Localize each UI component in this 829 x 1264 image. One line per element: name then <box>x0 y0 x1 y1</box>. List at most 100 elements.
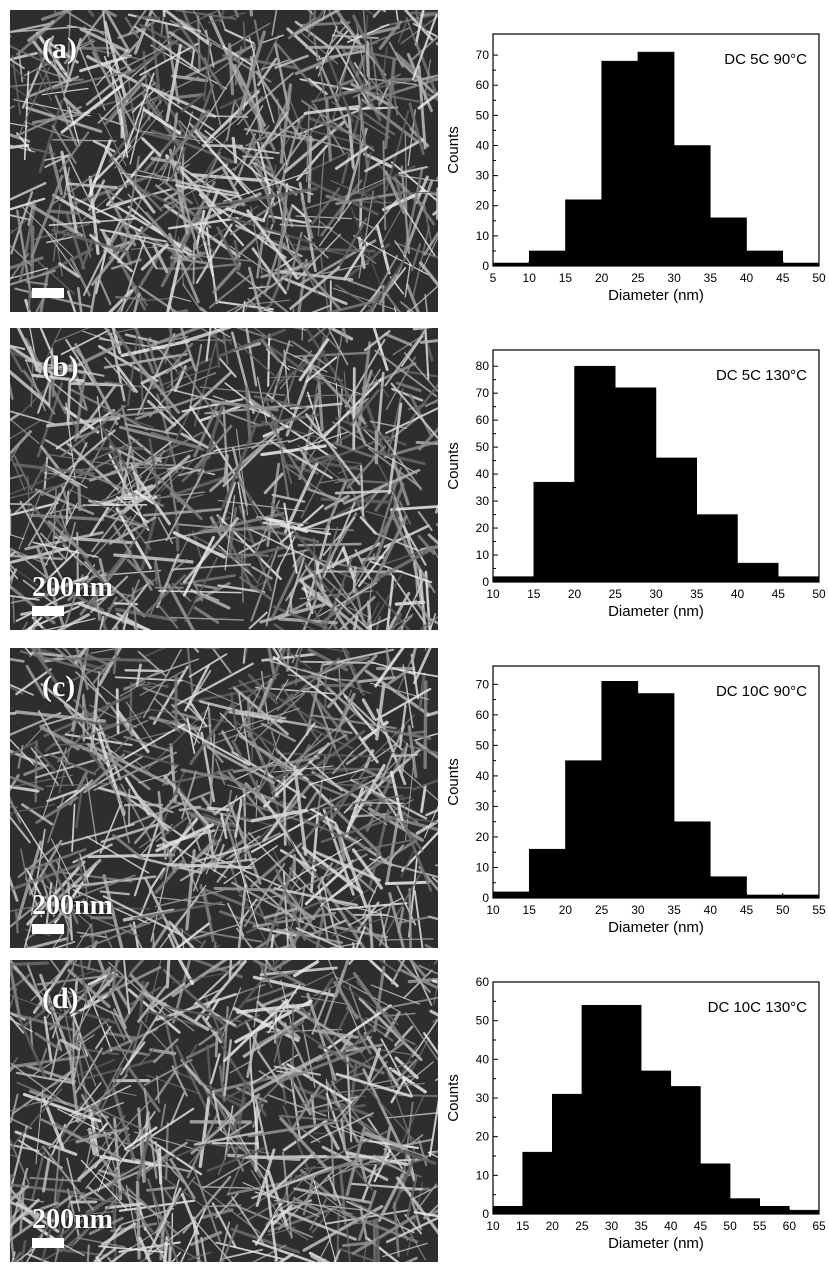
x-tick-label: 10 <box>523 271 537 285</box>
y-tick-label: 40 <box>476 138 490 152</box>
x-axis-label: Diameter (nm) <box>608 603 704 620</box>
y-tick-label: 60 <box>476 78 490 92</box>
x-tick-label: 15 <box>527 587 541 601</box>
scale-bar-c <box>32 924 64 934</box>
histogram-bar <box>641 1071 671 1214</box>
scale-bar-a <box>32 288 64 298</box>
y-tick-label: 70 <box>476 386 490 400</box>
x-tick-label: 15 <box>559 271 573 285</box>
y-tick-label: 10 <box>476 229 490 243</box>
histogram-bar <box>638 693 674 898</box>
chart-annotation: DC 5C 90°C <box>724 51 807 68</box>
histogram-bar <box>575 366 616 582</box>
x-tick-label: 20 <box>568 587 582 601</box>
chart-annotation: DC 10C 90°C <box>716 683 807 700</box>
sem-image-a: (a) <box>10 10 438 312</box>
y-tick-label: 10 <box>476 1168 490 1182</box>
histogram-bar <box>700 1164 730 1214</box>
x-tick-label: 10 <box>486 1219 500 1233</box>
y-tick-label: 10 <box>476 548 490 562</box>
y-tick-label: 0 <box>482 259 489 273</box>
x-tick-label: 45 <box>772 587 786 601</box>
histogram-bar <box>602 61 638 266</box>
x-tick-label: 15 <box>523 903 537 917</box>
y-tick-label: 50 <box>476 1014 490 1028</box>
panel-label-c: (c) <box>42 670 75 704</box>
scale-text-b: 200nm <box>32 572 113 604</box>
x-tick-label: 35 <box>704 271 718 285</box>
x-tick-label: 20 <box>559 903 573 917</box>
x-tick-label: 55 <box>812 903 826 917</box>
histogram-bar <box>671 1086 701 1214</box>
x-tick-label: 35 <box>635 1219 649 1233</box>
y-axis-label: Counts <box>445 442 462 490</box>
y-tick-label: 0 <box>482 1207 489 1221</box>
histogram-bar <box>523 1152 553 1214</box>
x-tick-label: 55 <box>753 1219 767 1233</box>
y-tick-label: 50 <box>476 738 490 752</box>
x-axis-label: Diameter (nm) <box>608 287 704 304</box>
y-tick-label: 70 <box>476 48 490 62</box>
x-tick-label: 45 <box>694 1219 708 1233</box>
chart-annotation: DC 10C 130°C <box>708 999 808 1016</box>
y-tick-label: 40 <box>476 467 490 481</box>
histogram-bar <box>565 200 601 266</box>
y-axis-label: Counts <box>445 126 462 174</box>
y-axis-label: Counts <box>445 758 462 806</box>
x-tick-label: 30 <box>605 1219 619 1233</box>
x-tick-label: 15 <box>516 1219 530 1233</box>
y-tick-label: 10 <box>476 860 490 874</box>
x-tick-label: 20 <box>595 271 609 285</box>
panel-label-b: (b) <box>42 350 79 384</box>
x-tick-label: 20 <box>546 1219 560 1233</box>
x-tick-label: 10 <box>486 587 500 601</box>
y-tick-label: 30 <box>476 494 490 508</box>
y-tick-label: 50 <box>476 440 490 454</box>
y-tick-label: 40 <box>476 1052 490 1066</box>
x-axis-label: Diameter (nm) <box>608 919 704 936</box>
histogram-bar <box>615 388 656 582</box>
panel-label-a: (a) <box>42 32 77 66</box>
x-tick-label: 25 <box>575 1219 589 1233</box>
histogram-bar <box>656 458 697 582</box>
sem-image-d: (d) 200nm <box>10 960 438 1262</box>
histogram-bar <box>697 515 738 582</box>
histogram-bar <box>638 52 674 266</box>
y-tick-label: 70 <box>476 677 490 691</box>
sem-image-c: (c) 200nm <box>10 648 438 948</box>
x-tick-label: 35 <box>690 587 704 601</box>
x-tick-label: 25 <box>631 271 645 285</box>
x-tick-label: 40 <box>664 1219 678 1233</box>
x-tick-label: 50 <box>723 1219 737 1233</box>
x-tick-label: 45 <box>740 903 754 917</box>
y-tick-label: 50 <box>476 108 490 122</box>
y-tick-label: 80 <box>476 359 490 373</box>
x-tick-label: 50 <box>812 271 826 285</box>
y-tick-label: 0 <box>482 891 489 905</box>
y-tick-label: 30 <box>476 169 490 183</box>
x-tick-label: 40 <box>704 903 718 917</box>
histogram-bar <box>674 822 710 898</box>
x-tick-label: 65 <box>812 1219 826 1233</box>
histogram-bar <box>529 849 565 898</box>
y-tick-label: 30 <box>476 799 490 813</box>
x-tick-label: 25 <box>609 587 623 601</box>
x-tick-label: 30 <box>649 587 663 601</box>
scale-bar-b <box>32 606 64 616</box>
histogram-bar <box>710 877 746 898</box>
histogram-bar <box>612 1005 642 1214</box>
histogram-bar <box>674 145 710 266</box>
scale-text-c: 200nm <box>32 890 113 922</box>
x-tick-label: 30 <box>631 903 645 917</box>
histogram-bar <box>534 482 575 582</box>
histogram-bar <box>602 681 638 898</box>
x-tick-label: 40 <box>740 271 754 285</box>
x-tick-label: 50 <box>776 903 790 917</box>
y-tick-label: 60 <box>476 708 490 722</box>
x-tick-label: 5 <box>490 271 497 285</box>
